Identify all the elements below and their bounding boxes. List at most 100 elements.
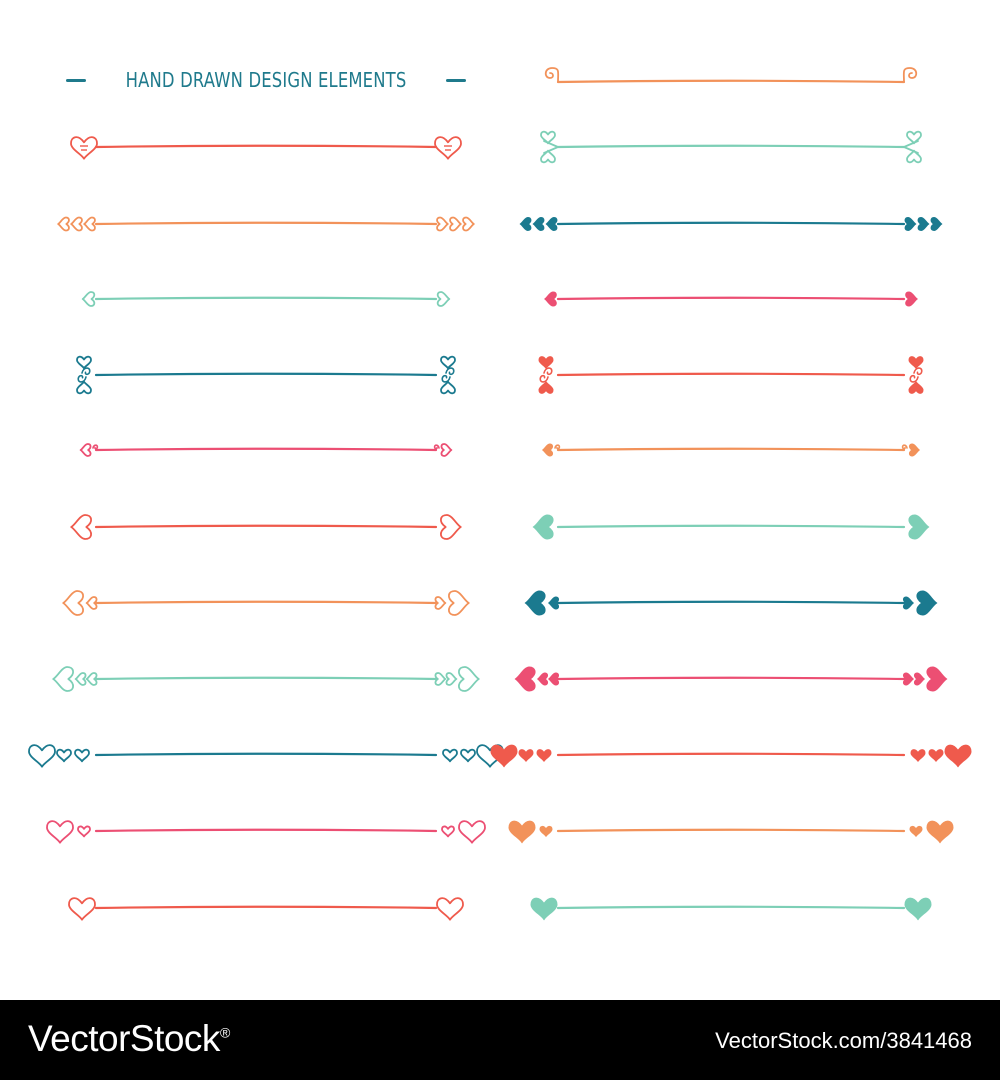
small-heart-icon xyxy=(548,672,560,686)
title-text: HAND DRAWN DESIGN ELEMENTS xyxy=(125,68,407,92)
swirl-icon xyxy=(433,444,440,450)
heart-icon xyxy=(906,149,922,164)
heart-icon xyxy=(76,355,92,370)
heart-icon xyxy=(905,291,918,307)
swirl-icon xyxy=(909,374,919,383)
swirl-icon xyxy=(539,374,549,383)
heart-icon xyxy=(76,380,92,395)
divider-right-8 xyxy=(524,590,938,616)
divider-right-2 xyxy=(540,130,922,164)
divider-right-12 xyxy=(530,897,932,921)
divider-right-4 xyxy=(544,291,918,307)
small-heart-icon xyxy=(74,748,90,763)
heart-face-icon xyxy=(434,136,462,160)
swirl-icon xyxy=(913,367,923,376)
divider-right-1 xyxy=(544,67,918,84)
divider-line xyxy=(556,828,906,833)
divider-left-9 xyxy=(28,744,504,768)
small-heart-icon xyxy=(536,749,552,762)
heart-icon xyxy=(68,897,96,921)
heart-icon xyxy=(81,291,96,307)
divider-line xyxy=(556,144,906,149)
small-heart-icon xyxy=(930,217,943,231)
arrow-fletch-icon xyxy=(543,140,559,154)
swirl-icon xyxy=(901,444,908,450)
arrow-fletch-icon xyxy=(903,140,919,154)
heart-icon xyxy=(440,514,462,540)
divider-line xyxy=(556,905,906,910)
small-heart-icon xyxy=(441,825,455,838)
curl-icon xyxy=(544,67,560,83)
small-heart-icon xyxy=(902,596,914,610)
divider-right-10 xyxy=(490,744,972,768)
small-heart-icon xyxy=(910,749,926,762)
small-heart-icon xyxy=(909,825,923,837)
divider-line xyxy=(556,676,906,681)
divider-line xyxy=(556,296,906,301)
heart-icon xyxy=(440,355,456,370)
divider-line xyxy=(94,905,438,910)
swirl-icon xyxy=(92,444,99,450)
small-heart-icon xyxy=(70,216,83,232)
stock-url: VectorStock.com/3841468 xyxy=(715,1028,972,1053)
small-heart-icon xyxy=(83,216,96,232)
small-heart-icon xyxy=(57,216,70,232)
heart-icon xyxy=(532,514,554,540)
divider-line xyxy=(94,296,438,301)
divider-sheet: HAND DRAWN DESIGN ELEMENTS xyxy=(28,58,972,921)
divider-collection xyxy=(28,67,972,921)
heart-icon xyxy=(916,590,938,616)
small-heart-icon xyxy=(928,749,944,762)
small-heart-icon xyxy=(537,672,549,686)
heart-icon xyxy=(908,443,920,457)
divider-line xyxy=(94,828,438,833)
heart-icon xyxy=(70,514,92,540)
divider-left-2 xyxy=(57,216,475,232)
heart-icon xyxy=(538,381,554,394)
sheet-title: HAND DRAWN DESIGN ELEMENTS xyxy=(66,58,466,102)
heart-icon xyxy=(540,130,556,145)
divider-left-6 xyxy=(70,514,462,540)
heart-icon xyxy=(440,443,453,457)
small-heart-icon xyxy=(913,672,925,686)
heart-icon xyxy=(28,744,56,768)
small-heart-icon xyxy=(442,748,458,763)
swirl-icon xyxy=(445,367,455,376)
heart-icon xyxy=(458,666,480,692)
swirl-icon xyxy=(77,374,87,383)
divider-right-3 xyxy=(519,217,943,231)
heart-icon xyxy=(79,443,92,457)
divider-line xyxy=(94,600,438,605)
heart-icon xyxy=(530,897,558,921)
divider-line xyxy=(94,447,438,452)
small-heart-icon xyxy=(77,825,91,838)
small-heart-icon xyxy=(539,825,553,837)
swirl-icon xyxy=(441,374,451,383)
divider-line xyxy=(556,221,906,226)
small-heart-icon xyxy=(532,217,545,231)
divider-line xyxy=(94,221,438,226)
divider-right-9 xyxy=(514,666,948,692)
divider-right-7 xyxy=(532,514,930,540)
divider-line xyxy=(94,524,438,529)
heart-icon xyxy=(908,381,924,394)
small-heart-icon xyxy=(917,217,930,231)
heart-icon xyxy=(436,897,464,921)
heart-icon xyxy=(544,291,557,307)
brand-name: VectorStock® xyxy=(28,1018,230,1060)
small-heart-icon xyxy=(545,217,558,231)
small-heart-icon xyxy=(74,672,87,686)
divider-line xyxy=(556,79,906,84)
divider-left-10 xyxy=(46,820,486,844)
small-heart-icon xyxy=(434,596,447,610)
heart-icon xyxy=(46,820,74,844)
heart-icon xyxy=(540,149,556,164)
small-heart-icon xyxy=(434,672,447,686)
small-heart-icon xyxy=(449,216,462,232)
heart-icon xyxy=(538,356,554,369)
small-heart-icon xyxy=(85,672,98,686)
divider-line xyxy=(94,372,438,377)
divider-left-3 xyxy=(81,291,451,307)
small-heart-icon xyxy=(548,596,560,610)
divider-line xyxy=(94,144,438,149)
